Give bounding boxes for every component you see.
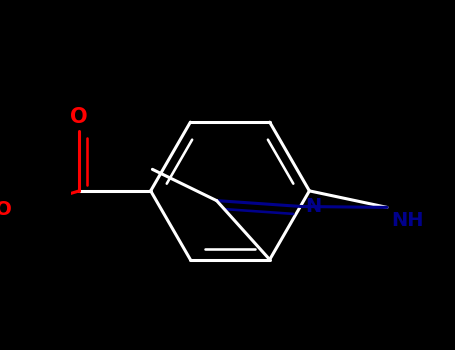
Text: N: N xyxy=(306,197,322,216)
Text: O: O xyxy=(71,107,88,127)
Text: NH: NH xyxy=(391,211,424,230)
Text: HO: HO xyxy=(0,199,12,219)
